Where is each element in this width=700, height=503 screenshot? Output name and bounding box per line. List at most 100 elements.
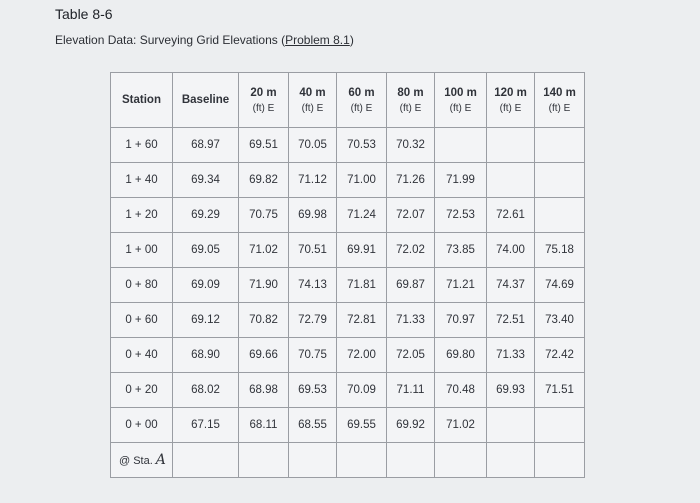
column-header-label: 60 m [348, 86, 375, 99]
station-note-label: @ Sta. [119, 455, 153, 467]
elevation-cell: 72.61 [486, 197, 535, 233]
column-header-unit: (ft) E [350, 102, 373, 114]
elevation-cell [534, 127, 585, 163]
empty-cell [172, 442, 239, 478]
station-cell: 1 + 40 [110, 162, 173, 198]
table-row: 1 + 00 69.05 71.02 70.51 69.91 72.02 73.85 74.0… [110, 232, 585, 268]
elevation-cell: 71.33 [486, 337, 535, 373]
elevation-cell: 72.53 [434, 197, 487, 233]
elevation-cell: 70.82 [238, 302, 289, 338]
table-caption: Elevation Data: Surveying Grid Elevation… [55, 33, 354, 47]
elevation-cell: 69.92 [386, 407, 435, 443]
elevation-cell: 71.90 [238, 267, 289, 303]
station-cell: 1 + 60 [110, 127, 173, 163]
elevation-cell [486, 127, 535, 163]
column-header-label: 40 m [299, 86, 326, 99]
header-row: Station Baseline 20 m (ft) E 40 m (ft) E 60 m (… [110, 72, 585, 128]
problem-link[interactable]: Problem 8.1 [285, 33, 350, 47]
column-header-unit: (ft) E [252, 102, 275, 114]
station-note-cell: @ Sta. A [110, 442, 173, 478]
column-header: Station [110, 72, 173, 128]
baseline-cell: 69.12 [172, 302, 239, 338]
elevation-cell: 72.79 [288, 302, 337, 338]
column-header: 80 m (ft) E [386, 72, 435, 128]
table-row: 0 + 40 68.90 69.66 70.75 72.00 72.05 69.80 71.3… [110, 337, 585, 373]
table-row: 1 + 20 69.29 70.75 69.98 71.24 72.07 72.53 72.6… [110, 197, 585, 233]
table-body: 1 + 60 68.97 69.51 70.05 70.53 70.32 1 + 40 69.… [110, 127, 585, 478]
baseline-cell: 69.29 [172, 197, 239, 233]
elevation-cell: 70.75 [238, 197, 289, 233]
elevation-cell: 73.85 [434, 232, 487, 268]
elevation-cell: 71.11 [386, 372, 435, 408]
elevation-cell: 69.55 [336, 407, 387, 443]
elevation-cell: 74.13 [288, 267, 337, 303]
baseline-cell: 69.34 [172, 162, 239, 198]
elevation-cell: 71.33 [386, 302, 435, 338]
elevation-cell: 69.53 [288, 372, 337, 408]
elevation-cell [434, 127, 487, 163]
elevation-cell: 69.80 [434, 337, 487, 373]
baseline-cell: 68.97 [172, 127, 239, 163]
elevation-cell: 68.55 [288, 407, 337, 443]
station-cell: 1 + 20 [110, 197, 173, 233]
elevation-cell: 74.00 [486, 232, 535, 268]
caption-suffix: ) [349, 33, 354, 47]
column-header-unit: (ft) E [499, 102, 522, 114]
column-header: 60 m (ft) E [336, 72, 387, 128]
elevation-cell: 74.69 [534, 267, 585, 303]
elevation-cell: 68.11 [238, 407, 289, 443]
elevation-cell: 69.82 [238, 162, 289, 198]
table-row: 1 + 40 69.34 69.82 71.12 71.00 71.26 71.99 [110, 162, 585, 198]
elevation-cell: 71.02 [434, 407, 487, 443]
station-cell: 0 + 20 [110, 372, 173, 408]
elevation-cell: 70.05 [288, 127, 337, 163]
elevation-cell: 71.24 [336, 197, 387, 233]
baseline-cell: 69.09 [172, 267, 239, 303]
elevation-table: Station Baseline 20 m (ft) E 40 m (ft) E 60 m (… [110, 72, 585, 478]
column-header-label: Station [122, 94, 161, 106]
baseline-cell: 69.05 [172, 232, 239, 268]
elevation-cell: 71.51 [534, 372, 585, 408]
empty-cell [386, 442, 435, 478]
table-row: 0 + 20 68.02 68.98 69.53 70.09 71.11 70.48 69.9… [110, 372, 585, 408]
elevation-cell [534, 407, 585, 443]
elevation-cell: 72.02 [386, 232, 435, 268]
column-header-unit: (ft) E [301, 102, 324, 114]
elevation-cell [486, 407, 535, 443]
elevation-cell: 70.97 [434, 302, 487, 338]
elevation-cell: 73.40 [534, 302, 585, 338]
column-header-label: 20 m [250, 86, 277, 99]
elevation-cell: 68.98 [238, 372, 289, 408]
handwritten-mark: A [155, 452, 166, 468]
elevation-cell: 71.21 [434, 267, 487, 303]
empty-cell [486, 442, 535, 478]
elevation-cell: 69.93 [486, 372, 535, 408]
elevation-cell: 72.07 [386, 197, 435, 233]
column-header-label: 100 m [444, 86, 477, 99]
elevation-cell: 72.00 [336, 337, 387, 373]
column-header-unit: (ft) E [399, 102, 422, 114]
column-header: 100 m (ft) E [434, 72, 487, 128]
elevation-cell: 71.99 [434, 162, 487, 198]
elevation-cell: 75.18 [534, 232, 585, 268]
column-header: 120 m (ft) E [486, 72, 535, 128]
table-row: @ Sta. A [110, 442, 585, 478]
station-cell: 0 + 60 [110, 302, 173, 338]
column-header: Baseline [172, 72, 239, 128]
elevation-cell [534, 197, 585, 233]
elevation-cell: 72.05 [386, 337, 435, 373]
baseline-cell: 68.02 [172, 372, 239, 408]
empty-cell [534, 442, 585, 478]
elevation-cell: 70.48 [434, 372, 487, 408]
station-cell: 1 + 00 [110, 232, 173, 268]
column-header: 140 m (ft) E [534, 72, 585, 128]
empty-cell [336, 442, 387, 478]
elevation-cell [486, 162, 535, 198]
elevation-cell: 71.81 [336, 267, 387, 303]
table-row: 0 + 80 69.09 71.90 74.13 71.81 69.87 71.21 74.3… [110, 267, 585, 303]
elevation-cell: 69.98 [288, 197, 337, 233]
baseline-cell: 67.15 [172, 407, 239, 443]
elevation-cell: 71.26 [386, 162, 435, 198]
column-header-label: 140 m [543, 86, 576, 99]
elevation-cell: 72.51 [486, 302, 535, 338]
